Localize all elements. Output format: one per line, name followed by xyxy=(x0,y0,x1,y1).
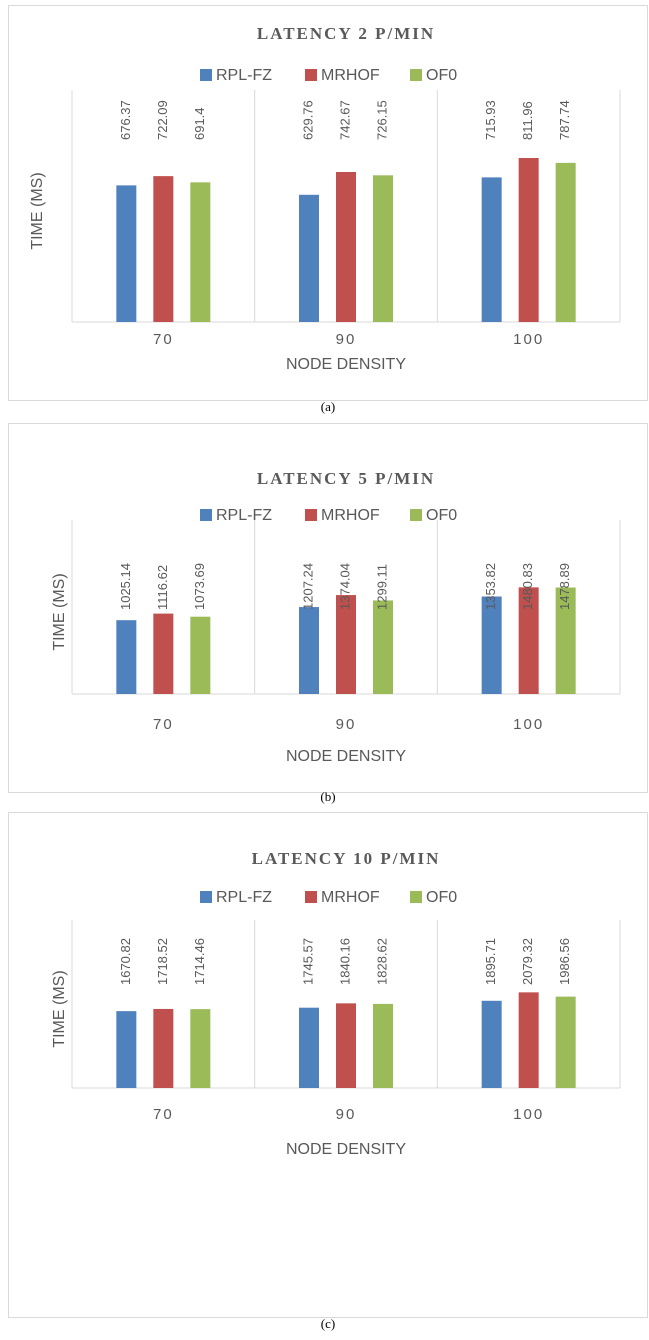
chart-frame xyxy=(8,5,648,401)
value-label: 1207.24 xyxy=(300,563,315,610)
bar xyxy=(116,620,137,694)
value-label: 676.37 xyxy=(118,100,133,140)
chart-frame xyxy=(8,812,648,1318)
bar xyxy=(518,157,539,322)
value-label: 629.76 xyxy=(300,100,315,140)
x-tick-label: 100 xyxy=(513,716,544,733)
bar xyxy=(481,596,502,694)
value-label: 1299.11 xyxy=(374,564,389,610)
value-label: 742.67 xyxy=(337,100,352,140)
value-label: 1840.16 xyxy=(337,938,352,985)
x-tick-label: 70 xyxy=(153,716,174,733)
bar xyxy=(336,1003,356,1088)
legend-swatch xyxy=(305,891,317,903)
bar xyxy=(116,1011,137,1088)
value-label: 722.09 xyxy=(155,100,170,140)
value-label: 1828.62 xyxy=(374,938,389,985)
bar xyxy=(190,1009,211,1088)
bar xyxy=(481,1000,502,1088)
bar xyxy=(299,1007,319,1088)
x-axis-title: NODE DENSITY xyxy=(286,748,406,765)
chart-title: LATENCY 2 P/MIN xyxy=(257,24,435,43)
legend-label: RPL-FZ xyxy=(216,889,272,906)
legend-label: OF0 xyxy=(426,67,457,84)
bar xyxy=(336,171,356,322)
bar xyxy=(153,1008,174,1088)
value-label: 1025.14 xyxy=(118,563,133,610)
value-label: 811.96 xyxy=(520,101,535,140)
legend-swatch xyxy=(410,69,422,81)
x-tick-label: 90 xyxy=(336,1106,357,1123)
x-axis-title: NODE DENSITY xyxy=(286,356,406,373)
x-axis-title: NODE DENSITY xyxy=(286,1141,406,1158)
bar xyxy=(299,194,319,322)
x-tick-label: 70 xyxy=(153,331,174,348)
legend-swatch xyxy=(200,69,212,81)
value-label: 1073.69 xyxy=(192,563,207,610)
legend-label: OF0 xyxy=(426,889,457,906)
value-label: 1714.46 xyxy=(192,938,207,985)
legend-swatch xyxy=(410,509,422,521)
legend-swatch xyxy=(305,69,317,81)
value-label: 1745.57 xyxy=(300,938,315,985)
value-label: 715.93 xyxy=(483,100,498,140)
x-tick-label: 90 xyxy=(336,331,357,348)
bar xyxy=(299,607,319,694)
y-axis-title: TIME (MS) xyxy=(51,573,68,650)
value-label: 1353.82 xyxy=(483,563,498,610)
caption: (c) xyxy=(321,1316,335,1331)
x-tick-label: 100 xyxy=(513,1106,544,1123)
legend-label: RPL-FZ xyxy=(216,507,272,524)
value-label: 1480.83 xyxy=(520,563,535,610)
x-tick-label: 70 xyxy=(153,1106,174,1123)
bar xyxy=(153,176,174,322)
bar xyxy=(373,1003,393,1088)
value-label: 1478.89 xyxy=(557,563,572,610)
x-tick-label: 90 xyxy=(336,716,357,733)
y-axis-title: TIME (MS) xyxy=(51,970,68,1047)
bar xyxy=(153,613,174,694)
legend-swatch xyxy=(200,509,212,521)
value-label: 1986.56 xyxy=(557,938,572,985)
bar xyxy=(116,185,137,322)
bar xyxy=(555,162,576,322)
bar xyxy=(555,996,576,1088)
legend-label: MRHOF xyxy=(321,507,380,524)
legend-swatch xyxy=(305,509,317,521)
bar xyxy=(190,616,211,694)
legend-label: MRHOF xyxy=(321,67,380,84)
bar xyxy=(190,182,211,322)
value-label: 1718.52 xyxy=(155,938,170,985)
bar xyxy=(373,175,393,322)
value-label: 1895.71 xyxy=(483,938,498,985)
legend-swatch xyxy=(200,891,212,903)
caption: (a) xyxy=(321,399,335,414)
value-label: 726.15 xyxy=(374,100,389,140)
value-label: 1116.62 xyxy=(155,565,170,610)
value-label: 2079.32 xyxy=(520,938,535,985)
bar xyxy=(336,595,356,694)
legend-label: OF0 xyxy=(426,507,457,524)
value-label: 787.74 xyxy=(557,100,572,140)
bar xyxy=(373,600,393,694)
bar xyxy=(555,587,576,694)
legend-swatch xyxy=(410,891,422,903)
caption: (b) xyxy=(320,789,335,804)
chart-title: LATENCY 5 P/MIN xyxy=(257,469,435,488)
value-label: 1374.04 xyxy=(337,563,352,610)
value-label: 1670.82 xyxy=(118,938,133,985)
bar xyxy=(518,587,539,694)
bar xyxy=(481,177,502,322)
bar xyxy=(518,992,539,1088)
x-tick-label: 100 xyxy=(513,331,544,348)
y-axis-title: TIME (MS) xyxy=(29,172,46,249)
legend-label: RPL-FZ xyxy=(216,67,272,84)
value-label: 691.4 xyxy=(192,107,207,140)
legend-label: MRHOF xyxy=(321,889,380,906)
chart-title: LATENCY 10 P/MIN xyxy=(252,849,441,868)
chart-frame xyxy=(8,423,648,793)
